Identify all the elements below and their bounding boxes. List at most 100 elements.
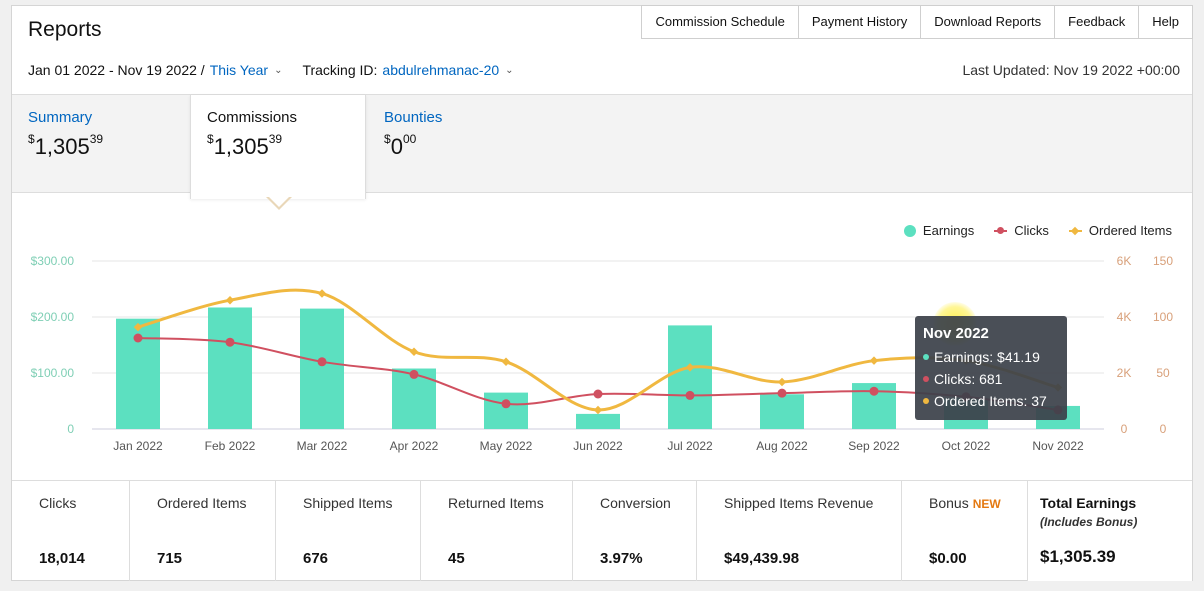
ordered-items-point [593,405,603,415]
legend-ordered-items[interactable]: Ordered Items [1068,223,1172,238]
clicks-dot-icon [923,376,929,382]
legend-earnings[interactable]: Earnings [903,223,974,238]
earnings-bar [484,392,528,429]
ordered-items-point [685,363,695,372]
x-tick-label: Jan 2022 [113,439,163,453]
x-tick-label: Aug 2022 [756,439,808,453]
x-tick-label: Apr 2022 [390,439,439,453]
y-right1-tick-label: 6K [1117,254,1132,268]
stat-shipped-items: Shipped Items 676 [276,481,421,581]
tab-summary[interactable]: Summary $1,30539 [12,95,190,194]
date-range-text: Jan 01 2022 - Nov 19 2022 / [28,62,205,78]
earnings-bar [300,308,344,429]
stat-ordered-items: Ordered Items 715 [130,481,276,581]
clicks-point [225,337,235,347]
chart-tooltip: Nov 2022 Earnings: $41.19 Clicks: 681 Or… [915,316,1067,420]
y-left-tick-label: $200.00 [31,310,75,324]
payment-history-button[interactable]: Payment History [798,5,922,39]
reports-panel: Reports Commission Schedule Payment Hist… [11,5,1193,581]
stat-total-earnings: Total Earnings (Includes Bonus) $1,305.3… [1028,481,1192,581]
commission-schedule-button[interactable]: Commission Schedule [641,5,799,39]
y-left-tick-label: $100.00 [31,366,75,380]
tooltip-earnings: Earnings: $41.19 [934,349,1040,365]
legend-clicks[interactable]: Clicks [994,223,1049,238]
earnings-dot-icon [903,224,916,237]
page-title: Reports [28,18,102,41]
y-right2-tick-label: 100 [1153,310,1173,324]
clicks-point [777,388,787,398]
tooltip-title: Nov 2022 [923,325,989,342]
tab-amount: $000 [384,132,417,159]
ordered-items-point [317,289,327,298]
clicks-line-icon [994,226,1008,234]
chart-legend: Earnings Clicks Ordered Items [884,223,1172,238]
chevron-down-icon[interactable]: ⌄ [274,64,283,76]
download-reports-button[interactable]: Download Reports [921,5,1056,39]
tab-label: Bounties [384,109,443,126]
tab-commissions[interactable]: Commissions $1,30539 [190,95,366,199]
tracking-id-select[interactable]: abdulrehmanac-20 [382,62,500,78]
range-select[interactable]: This Year [209,62,269,78]
ordered-dot-icon [923,398,929,404]
clicks-point [501,399,511,409]
tab-label: Summary [28,109,93,126]
y-right1-tick-label: 2K [1117,366,1132,380]
stat-returned-items: Returned Items 45 [421,481,573,581]
ordered-items-point [777,377,787,387]
y-right2-tick-label: 0 [1160,422,1167,436]
tab-amount: $1,30539 [207,132,283,159]
clicks-point [317,357,327,367]
x-tick-label: Nov 2022 [1032,439,1084,453]
earnings-bar [576,413,620,429]
clicks-point [869,386,879,396]
ordered-items-line-icon [1068,226,1082,235]
earnings-bar [208,307,252,429]
earnings-chart: 0 $100.00 $200.00 $300.00 0 2K 4K 6K 0 50 100 150 Ja… [31,254,1174,453]
x-tick-label: Mar 2022 [297,439,348,453]
x-tick-label: Feb 2022 [205,439,256,453]
chevron-down-icon[interactable]: ⌄ [505,64,514,76]
ordered-items-point [869,356,879,365]
x-tick-label: Jun 2022 [573,439,623,453]
earnings-bar [668,325,712,429]
ordered-items-point [133,322,143,332]
new-badge: NEW [972,497,1001,511]
y-right2-tick-label: 150 [1153,254,1173,268]
clicks-point [133,333,143,343]
ordered-items-point [501,357,511,367]
earnings-bar [760,394,804,429]
filter-bar: Jan 01 2022 - Nov 19 2022 / This Year ⌄ … [28,62,534,78]
stat-shipped-revenue: Shipped Items Revenue $49,439.98 [697,481,902,581]
x-tick-label: May 2022 [480,439,533,453]
x-tick-label: Jul 2022 [667,439,713,453]
tracking-label: Tracking ID: [302,62,378,78]
y-right2-tick-label: 50 [1156,366,1170,380]
clicks-point [685,390,695,400]
ordered-items-point [225,295,235,305]
tooltip-clicks: Clicks: 681 [934,371,1003,387]
clicks-point [409,369,419,379]
feedback-button[interactable]: Feedback [1055,5,1140,39]
earnings-dot-icon [923,354,929,360]
tooltip-ordered: Ordered Items: 37 [934,393,1047,409]
active-tab-caret-inner [268,196,290,207]
top-nav: Commission Schedule Payment History Down… [641,5,1193,39]
x-tick-label: Oct 2022 [942,439,991,453]
x-tick-label: Sep 2022 [848,439,900,453]
report-tabs: Summary $1,30539 Commissions $1,30539 Bo… [12,94,1192,199]
stats-row: Clicks 18,014 Ordered Items 715 Shipped … [12,480,1192,581]
y-left-tick-label: $300.00 [31,254,75,268]
y-right1-tick-label: 0 [1121,422,1128,436]
tab-label: Commissions [207,109,298,126]
stat-clicks: Clicks 18,014 [12,481,130,581]
stat-conversion: Conversion 3.97% [573,481,697,581]
ordered-items-point [409,347,419,356]
tab-amount: $1,30539 [28,132,104,159]
clicks-point [593,389,603,399]
y-right1-tick-label: 4K [1117,310,1132,324]
y-left-tick-label: 0 [67,422,74,436]
help-button[interactable]: Help [1139,5,1193,39]
tab-bounties[interactable]: Bounties $000 [368,95,544,194]
last-updated: Last Updated: Nov 19 2022 +00:00 [962,62,1180,78]
stat-bonus: Bonus NEW $0.00 [902,481,1028,581]
